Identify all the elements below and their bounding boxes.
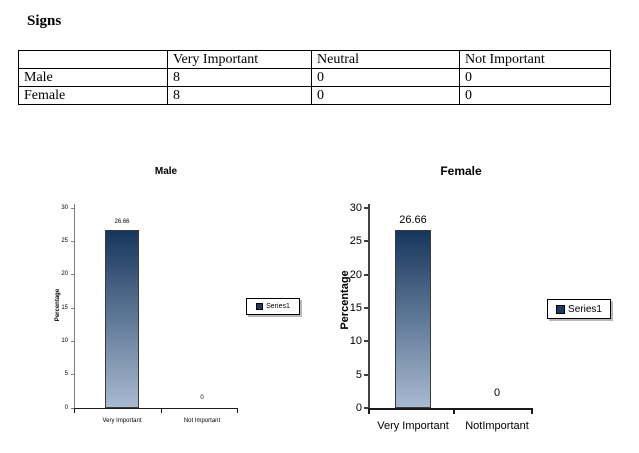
- x-tick-mark: [237, 408, 238, 413]
- y-tick-mark: [364, 340, 368, 343]
- legend: Series1: [246, 298, 300, 315]
- table-header-cell: Neutral: [311, 50, 460, 69]
- y-tick-mark: [71, 307, 74, 309]
- bar-value-label: 26.66: [399, 214, 427, 227]
- bar-value-label: 26.66: [114, 219, 130, 226]
- chart-female: Female 0 5 10 15 20 25 30 Percentage 26.66 Very Im…: [335, 158, 635, 453]
- x-category-label: NotImportant: [465, 420, 529, 432]
- y-tick-mark: [71, 340, 74, 342]
- y-tick-label: 0: [64, 404, 68, 411]
- y-tick-label: 25: [349, 235, 362, 248]
- legend-label: Series1: [568, 303, 602, 315]
- x-category-label: Very Important: [102, 418, 142, 424]
- x-tick-mark: [368, 408, 370, 414]
- x-tick-mark: [161, 408, 162, 413]
- table-cell: 0: [311, 68, 460, 87]
- table-cell: 0: [311, 86, 460, 105]
- bar: [105, 230, 139, 408]
- signs-table: Very Important Neutral Not Important Male 8 0…: [18, 50, 611, 105]
- y-axis: [74, 204, 75, 408]
- y-tick-mark: [364, 407, 368, 409]
- x-tick-mark: [74, 408, 75, 413]
- y-tick-label: 10: [61, 338, 68, 345]
- y-tick-mark: [364, 207, 368, 209]
- document-title: Signs: [27, 13, 62, 29]
- legend-marker-icon: [256, 303, 264, 310]
- y-tick-label: 0: [355, 401, 362, 414]
- y-tick-label: 20: [61, 271, 68, 278]
- legend: Series1: [547, 299, 611, 319]
- y-axis-title: Percentage: [339, 270, 351, 330]
- y-tick-mark: [364, 240, 368, 243]
- x-axis: [74, 408, 238, 409]
- table-header-cell: Very Important: [167, 50, 312, 69]
- table-row: Male 8 0 0: [18, 68, 611, 87]
- y-axis: [368, 204, 370, 408]
- y-tick-mark: [71, 374, 74, 376]
- y-tick-mark: [364, 373, 368, 376]
- table-header-cell: [18, 50, 168, 69]
- y-tick-label: 25: [61, 238, 68, 245]
- y-tick-mark: [71, 407, 74, 409]
- table-header-row: Very Important Neutral Not Important: [18, 50, 611, 69]
- x-category-label: Not Important: [183, 418, 221, 424]
- y-tick-label: 30: [61, 204, 68, 211]
- bar-value-label: 0: [493, 387, 501, 399]
- y-tick-mark: [71, 240, 74, 242]
- x-tick-mark: [453, 408, 455, 414]
- y-tick-label: 15: [349, 301, 362, 314]
- table-cell: 8: [167, 86, 312, 105]
- y-tick-label: 30: [349, 201, 362, 214]
- table-cell: 8: [167, 68, 312, 87]
- y-tick-label: 10: [349, 335, 362, 348]
- y-tick-label: 5: [64, 371, 68, 378]
- y-tick-mark: [364, 273, 368, 276]
- chart-male: Male 0 5 10 15 20 25 30 Percentage 26.66 Very Impo…: [28, 158, 322, 453]
- table-cell: 0: [459, 86, 611, 105]
- legend-label: Series1: [266, 303, 290, 310]
- table-row-label: Female: [18, 86, 168, 105]
- table-row: Female 8 0 0: [18, 86, 611, 105]
- table-header-cell: Not Important: [459, 50, 611, 69]
- x-category-label: Very Important: [377, 420, 449, 432]
- signs-table-body: Very Important Neutral Not Important Male 8 0…: [18, 50, 611, 105]
- y-tick-mark: [71, 274, 74, 276]
- bar: [395, 230, 431, 408]
- table-cell: 0: [459, 68, 611, 87]
- y-tick-label: 5: [355, 368, 362, 381]
- y-tick-label: 15: [61, 304, 68, 311]
- y-tick-mark: [364, 307, 368, 309]
- table-row-label: Male: [18, 68, 168, 87]
- bar-value-label: 0: [200, 395, 204, 401]
- x-axis: [368, 408, 533, 410]
- x-tick-mark: [531, 408, 533, 414]
- chart-title: Female: [440, 164, 482, 178]
- y-tick-label: 20: [349, 268, 362, 281]
- chart-title: Male: [154, 166, 178, 177]
- y-tick-mark: [71, 207, 74, 209]
- y-axis-title: Percentage: [55, 288, 61, 322]
- legend-marker-icon: [556, 304, 566, 314]
